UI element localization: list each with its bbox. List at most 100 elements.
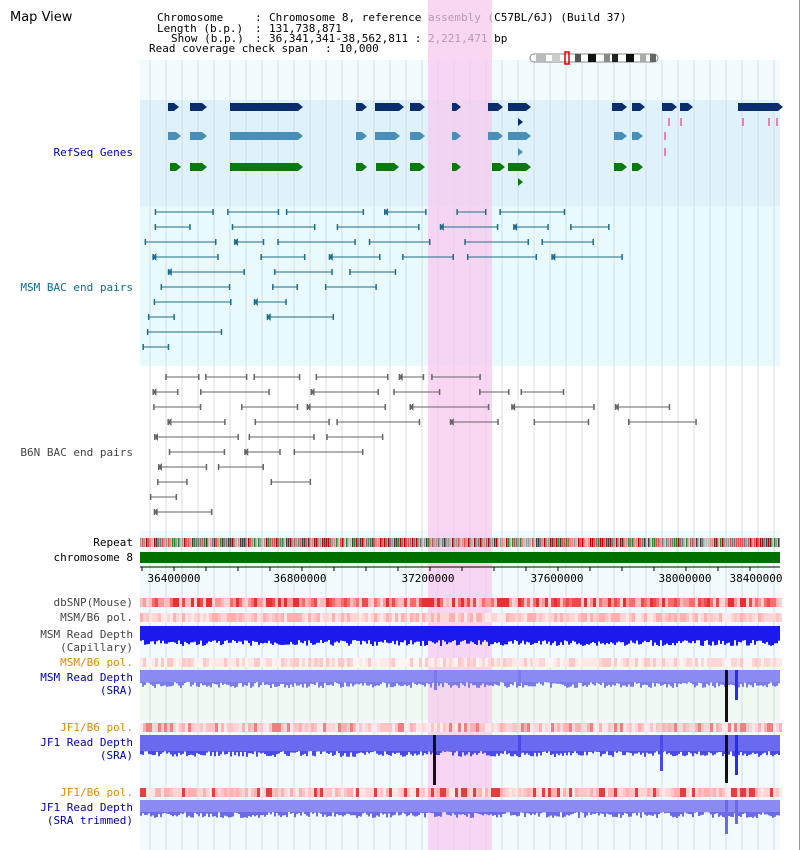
repeat-element: [650, 538, 652, 547]
jf1-b6-pol-track-1[interactable]: [140, 723, 782, 732]
depth-bar: [400, 682, 402, 687]
heat-cell: [746, 788, 749, 797]
bac-end-arrow: [398, 373, 403, 381]
repeat-element: [562, 538, 564, 547]
chromosome-bar[interactable]: [140, 552, 780, 563]
bac-end-mark: [324, 284, 327, 290]
heat-cell: [560, 788, 563, 797]
depth-bar: [634, 751, 636, 754]
heat-cell: [197, 788, 200, 797]
depth-bar: [360, 751, 362, 753]
heat-cell: [428, 613, 431, 622]
heat-cell: [536, 788, 539, 797]
bac-end-arrow: [384, 208, 389, 216]
depth-bar: [260, 812, 262, 816]
depth-bar: [452, 640, 454, 642]
heat-cell: [449, 613, 452, 622]
depth-bar: [206, 682, 208, 687]
jf1-b6-pol-track-2[interactable]: [140, 788, 782, 797]
bac-end-mark: [384, 404, 386, 410]
depth-bar: [324, 640, 326, 642]
repeat-element: [768, 538, 770, 547]
bac-end-arrow: [244, 448, 249, 456]
depth-spike: [518, 735, 521, 757]
heat-cell: [206, 723, 209, 732]
heat-cell: [710, 613, 713, 622]
msm-read-depth-capillary-track[interactable]: [140, 626, 780, 646]
depth-bar: [610, 640, 612, 643]
gene-block: [614, 163, 622, 171]
chromosome-ideogram[interactable]: [529, 51, 659, 65]
heat-cell: [746, 598, 749, 607]
heat-cell: [302, 723, 305, 732]
depth-bar: [718, 682, 720, 687]
depth-bar: [616, 682, 618, 684]
depth-bar: [438, 682, 440, 686]
depth-bar: [458, 640, 460, 645]
heat-cell: [638, 723, 641, 732]
heat-cell: [551, 788, 554, 797]
depth-bar: [542, 640, 544, 642]
heat-cell: [743, 723, 746, 732]
jf1-read-depth-trimmed-track[interactable]: [140, 800, 780, 834]
repeat-element: [226, 538, 228, 547]
heat-cell: [671, 788, 674, 797]
msm-b6-pol-track-2[interactable]: [140, 658, 782, 667]
repeat-element: [212, 538, 214, 547]
dbsnp-heat-track[interactable]: [140, 598, 782, 607]
heat-cell: [455, 788, 458, 797]
heat-cell: [524, 613, 527, 622]
heat-cell: [770, 658, 773, 667]
depth-bar: [378, 812, 380, 817]
track-label-jf1-b6-pol: JF1/B6 pol.: [60, 721, 133, 734]
gene-block: [508, 132, 526, 140]
heat-cell: [689, 658, 692, 667]
heat-cell: [767, 723, 770, 732]
b6n-bac-end-pairs-track[interactable]: [149, 373, 697, 516]
depth-bar: [166, 640, 168, 644]
gene-strand-arrow: [176, 132, 181, 140]
depth-bar: [690, 812, 692, 815]
heat-cell: [689, 788, 692, 797]
repeat-element: [280, 538, 282, 547]
depth-bar: [268, 812, 270, 813]
highlight-region[interactable]: [428, 0, 492, 850]
heat-cell: [287, 658, 290, 667]
jf1-read-depth-sra-track[interactable]: [140, 735, 780, 785]
depth-bar: [670, 640, 672, 646]
heat-cell: [476, 598, 479, 607]
depth-bar: [504, 812, 506, 814]
heat-cell: [593, 598, 596, 607]
repeat-element: [666, 538, 668, 547]
depth-bar: [158, 751, 160, 757]
msm-bac-end-pairs-track[interactable]: [142, 208, 623, 350]
gene-block: [508, 103, 526, 111]
depth-bar: [230, 812, 232, 818]
bac-end-mark: [268, 389, 270, 395]
depth-bar: [736, 640, 738, 646]
depth-bar: [642, 640, 644, 643]
depth-bar: [696, 682, 698, 686]
depth-bar: [612, 640, 614, 644]
msm-read-depth-sra-track[interactable]: [140, 670, 780, 722]
heat-cell: [158, 658, 161, 667]
depth-bar: [646, 812, 648, 816]
heat-cell: [368, 658, 371, 667]
depth-bar: [598, 682, 600, 684]
refseq-genes-track[interactable]: [168, 103, 783, 186]
gene-strand-arrow: [518, 148, 523, 156]
heat-cell: [341, 613, 344, 622]
depth-bar: [722, 812, 724, 817]
depth-bar: [764, 812, 766, 815]
heat-cell: [401, 598, 404, 607]
msm-b6-pol-track-1[interactable]: [140, 613, 782, 622]
heat-cell: [395, 598, 398, 607]
heat-cell: [473, 598, 476, 607]
gene-block: [375, 132, 395, 140]
depth-bar: [490, 751, 492, 757]
heat-cell: [554, 723, 557, 732]
depth-bar: [570, 751, 572, 756]
repeat-element: [344, 538, 346, 547]
repeat-track[interactable]: [140, 538, 780, 547]
